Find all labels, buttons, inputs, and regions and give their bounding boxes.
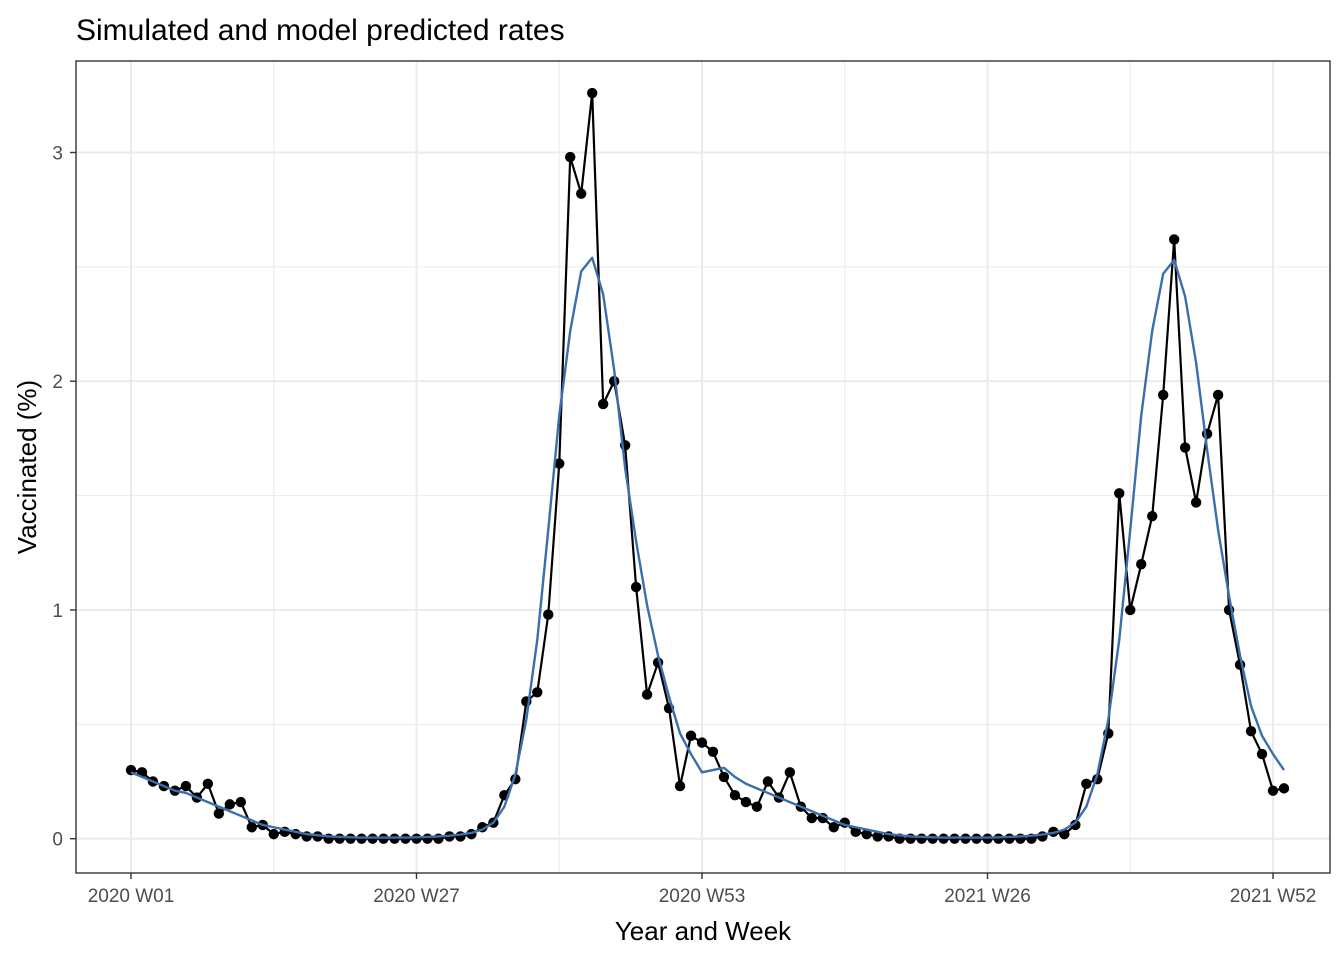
simulated-point (1245, 725, 1257, 737)
simulated-point (861, 828, 872, 840)
simulated-point (751, 801, 763, 812)
simulated-point (1037, 831, 1048, 842)
simulated-point (641, 689, 653, 700)
simulated-point (554, 458, 565, 469)
simulated-point (729, 790, 741, 801)
simulated-point (1004, 833, 1015, 844)
model-predicted-line (130, 256, 1285, 839)
simulated-point (1278, 783, 1290, 794)
x-tick-label: 2020 W27 (373, 886, 460, 907)
y-axis: 0 1 2 3 (52, 143, 76, 851)
x-tick-label: 2020 W01 (88, 886, 175, 907)
simulated-point (707, 746, 719, 757)
simulated-point (740, 796, 752, 808)
simulated-point (1168, 234, 1180, 245)
simulated-point (334, 833, 345, 844)
simulated-point (630, 581, 642, 593)
x-tick-label: 2021 W52 (1230, 886, 1317, 907)
simulated-point (850, 826, 861, 838)
simulated-point (1256, 748, 1268, 760)
y-tick-label: 1 (52, 601, 63, 622)
x-tick-label: 2020 W53 (659, 886, 746, 907)
simulated-point (1070, 819, 1081, 831)
simulated-point (927, 833, 938, 844)
simulated-point (532, 687, 543, 698)
simulated-point (1081, 778, 1092, 789)
simulated-point (762, 776, 774, 787)
y-tick-label: 2 (52, 372, 63, 393)
simulated-point (1114, 488, 1125, 499)
simulated-point (916, 833, 927, 844)
simulated-point (1212, 389, 1224, 401)
simulated-point (872, 831, 883, 842)
simulated-point (806, 812, 818, 824)
simulated-point (411, 833, 422, 844)
simulated-point (674, 780, 686, 792)
simulated-point (597, 398, 609, 410)
simulated-point (565, 151, 576, 163)
series-group (125, 87, 1290, 844)
simulated-point (268, 828, 279, 840)
simulated-point (422, 833, 433, 844)
simulated-point (246, 822, 257, 833)
simulated-line (130, 91, 1285, 840)
simulated-point (180, 780, 192, 792)
simulated-point (784, 767, 796, 778)
simulated-point (202, 778, 214, 789)
y-tick-label: 3 (52, 143, 63, 164)
simulated-point (1125, 604, 1136, 616)
simulated-point (224, 799, 236, 810)
simulated-point (235, 796, 247, 808)
x-tick-label: 2021 W26 (944, 886, 1031, 907)
simulated-point (1157, 389, 1169, 401)
y-axis-title: Vaccinated (%) (12, 380, 42, 554)
simulated-point (213, 808, 225, 819)
simulated-point (586, 87, 598, 99)
simulated-point (345, 833, 356, 844)
simulated-point (1147, 510, 1158, 522)
y-tick-label: 0 (52, 830, 63, 851)
simulated-point (455, 831, 466, 842)
x-axis: 2020 W01 2020 W27 2020 W53 2021 W26 2021 W52 (88, 873, 1317, 907)
simulated-point (718, 771, 730, 783)
simulated-point (828, 822, 839, 833)
panel-border (75, 60, 1331, 874)
simulated-point (685, 730, 697, 741)
simulated-point (543, 609, 554, 620)
grid (76, 61, 1330, 873)
simulated-point (1267, 785, 1279, 796)
x-axis-title: Year and Week (615, 916, 792, 946)
simulated-point (1179, 442, 1191, 453)
simulated-point (1136, 559, 1147, 570)
simulated-point (576, 188, 587, 199)
chart-title: Simulated and model predicted rates (76, 14, 565, 47)
simulated-point (696, 737, 708, 748)
simulated-point (1190, 497, 1202, 508)
simulated-point (993, 833, 1004, 844)
